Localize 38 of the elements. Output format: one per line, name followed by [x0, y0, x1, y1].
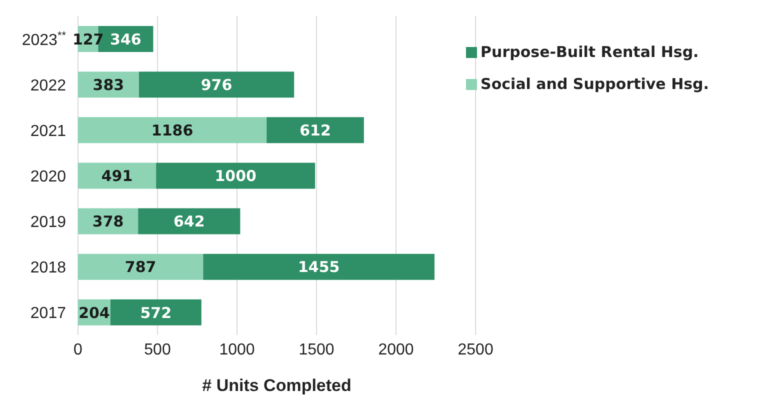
bar: [78, 162, 156, 189]
y-tick-label: 2017: [30, 305, 66, 322]
x-tick-label: 0: [74, 341, 83, 358]
bar: [266, 117, 364, 144]
data-label: 1186: [151, 121, 194, 140]
bar: [156, 162, 316, 189]
data-label: 642: [174, 212, 205, 231]
data-label: 976: [200, 76, 232, 94]
y-tick-label: 2023$^{**}$: [22, 30, 67, 49]
y-tick-label: 2022: [30, 77, 66, 94]
y-tick-label: 2021: [30, 122, 66, 140]
data-label: 346: [110, 30, 142, 48]
data-label: 1000: [214, 167, 256, 186]
bar: [203, 254, 435, 280]
bar: [110, 299, 202, 326]
x-tick-label: 1000: [219, 341, 255, 358]
bar: [138, 72, 294, 98]
x-tick-label: 2500: [458, 341, 494, 358]
y-tick-label: 2020: [30, 168, 66, 186]
data-label: 787: [124, 258, 156, 276]
x-axis-title: # Units Completed: [202, 376, 352, 395]
data-label: 378: [92, 212, 124, 231]
data-label: 204: [78, 304, 110, 322]
x-tick-label: 1500: [298, 341, 334, 358]
data-label: 491: [101, 167, 133, 186]
legend-label: Social and Supportive Hsg.: [480, 75, 709, 93]
data-label: 612: [300, 121, 331, 140]
y-tick-label: 2018: [30, 260, 66, 277]
x-tick-label: 500: [144, 341, 171, 358]
data-label: 572: [140, 304, 172, 322]
legend-label: Purpose-Built Rental Hsg.: [480, 43, 699, 61]
data-label: 1455: [298, 258, 340, 276]
bar: [138, 208, 240, 234]
x-tick-label: 2000: [378, 341, 414, 358]
bar: [78, 117, 267, 144]
y-tick-label: 2019: [30, 214, 66, 232]
data-label: 383: [92, 76, 124, 94]
bar: [78, 254, 204, 280]
